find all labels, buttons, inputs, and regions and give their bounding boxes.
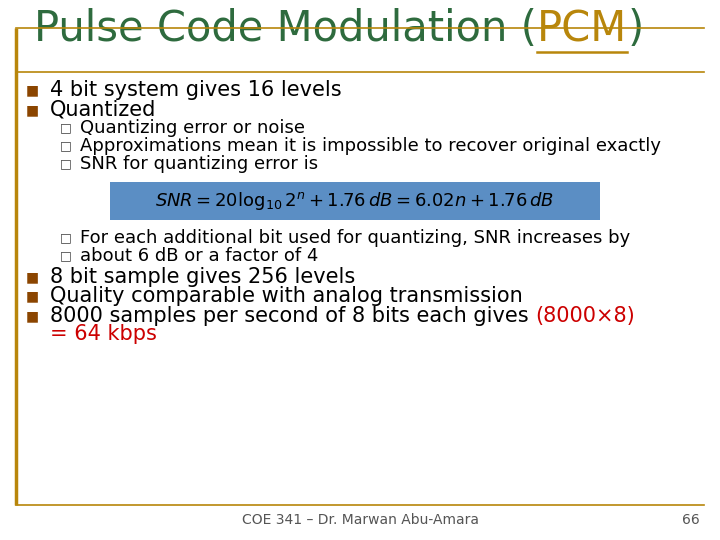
FancyBboxPatch shape bbox=[110, 182, 600, 220]
Text: 66: 66 bbox=[683, 513, 700, 527]
Text: ): ) bbox=[627, 8, 644, 50]
Text: Pulse Code Modulation (: Pulse Code Modulation ( bbox=[34, 8, 537, 50]
Text: 8000 samples per second of 8 bits each gives: 8000 samples per second of 8 bits each g… bbox=[50, 306, 535, 326]
Text: $SNR = 20\log_{10} 2^n +1.76\,dB = 6.02n +1.76\,dB$: $SNR = 20\log_{10} 2^n +1.76\,dB = 6.02n… bbox=[156, 190, 554, 212]
Text: □: □ bbox=[60, 139, 72, 152]
Text: Quantizing error or noise: Quantizing error or noise bbox=[80, 119, 305, 137]
Text: 4 bit system gives 16 levels: 4 bit system gives 16 levels bbox=[50, 80, 341, 100]
Text: (8000×8): (8000×8) bbox=[535, 306, 635, 326]
Text: ■: ■ bbox=[25, 270, 39, 284]
Text: ■: ■ bbox=[25, 309, 39, 323]
Text: about 6 dB or a factor of 4: about 6 dB or a factor of 4 bbox=[80, 247, 318, 265]
Text: = 64 kbps: = 64 kbps bbox=[50, 324, 157, 344]
Text: ■: ■ bbox=[25, 289, 39, 303]
Text: SNR for quantizing error is: SNR for quantizing error is bbox=[80, 155, 318, 173]
Text: □: □ bbox=[60, 232, 72, 245]
Text: 8 bit sample gives 256 levels: 8 bit sample gives 256 levels bbox=[50, 267, 355, 287]
Text: PCM: PCM bbox=[537, 8, 627, 50]
Text: COE 341 – Dr. Marwan Abu-Amara: COE 341 – Dr. Marwan Abu-Amara bbox=[241, 513, 479, 527]
Text: ■: ■ bbox=[25, 103, 39, 117]
Text: □: □ bbox=[60, 249, 72, 262]
Text: □: □ bbox=[60, 122, 72, 134]
Text: Quantized: Quantized bbox=[50, 100, 156, 120]
Text: For each additional bit used for quantizing, SNR increases by: For each additional bit used for quantiz… bbox=[80, 229, 630, 247]
Text: □: □ bbox=[60, 158, 72, 171]
Text: ■: ■ bbox=[25, 83, 39, 97]
Text: Approximations mean it is impossible to recover original exactly: Approximations mean it is impossible to … bbox=[80, 137, 661, 155]
Text: Quality comparable with analog transmission: Quality comparable with analog transmiss… bbox=[50, 286, 523, 306]
